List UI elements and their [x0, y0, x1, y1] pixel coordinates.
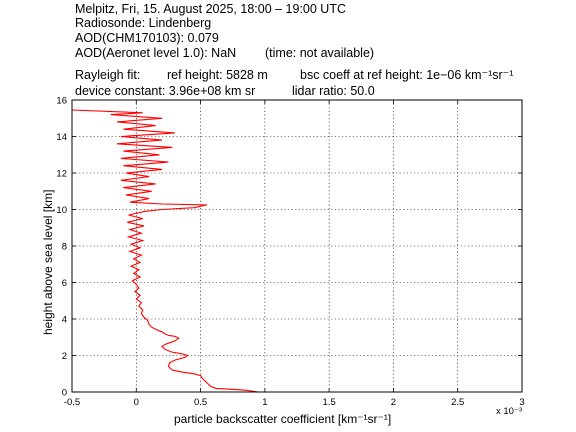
x-tick-label: -0.5	[64, 397, 80, 408]
device-constant: device constant: 3.96e+08 km sr	[75, 84, 256, 98]
x-tick-label: 0	[134, 397, 139, 408]
x-tick-label: 1.5	[323, 397, 336, 408]
x-tick-label: 2.5	[451, 397, 464, 408]
title-line-aod-chm: AOD(CHM170103): 0.079	[75, 31, 219, 45]
grid-lines	[72, 100, 522, 392]
x-axis-multiplier: x 10⁻³	[496, 406, 522, 417]
y-tick-label: 12	[56, 169, 67, 180]
title-line-aod-aeronet: AOD(Aeronet level 1.0): NaN	[75, 46, 237, 60]
x-tick-label: 1	[262, 397, 267, 408]
x-tick-label: 2	[391, 397, 396, 408]
title-line-radiosonde: Radiosonde: Lindenberg	[75, 16, 212, 30]
rayleigh-ref-height: ref height: 5828 m	[167, 68, 268, 82]
backscatter-profile-line	[71, 109, 259, 393]
x-tick-label: 3	[519, 397, 524, 408]
y-tick-label: 10	[56, 205, 67, 216]
y-tick-label: 4	[62, 315, 67, 326]
y-tick-label: 8	[62, 242, 67, 253]
plot-frame	[71, 99, 523, 393]
y-tick-label: 16	[56, 96, 67, 107]
x-tick-label: 0.5	[194, 397, 207, 408]
lidar-ratio: lidar ratio: 50.0	[292, 84, 375, 98]
y-tick-label: 6	[62, 278, 67, 289]
y-tick-label: 14	[56, 132, 67, 143]
y-axis-label: height above sea level [km]	[41, 190, 55, 335]
title-line-aod-time: (time: not available)	[265, 46, 375, 60]
y-tick-label: 2	[62, 351, 67, 362]
y-tick-label: 0	[62, 388, 67, 399]
rayleigh-bsc-coeff: bsc coeff at ref height: 1e−06 km⁻¹sr⁻¹	[300, 68, 514, 82]
x-axis-label: particle backscatter coefficient [km⁻¹sr…	[174, 412, 391, 426]
title-line-location: Melpitz, Fri, 15. August 2025, 18:00 – 1…	[75, 2, 346, 16]
rayleigh-fit-label: Rayleigh fit:	[75, 68, 141, 82]
